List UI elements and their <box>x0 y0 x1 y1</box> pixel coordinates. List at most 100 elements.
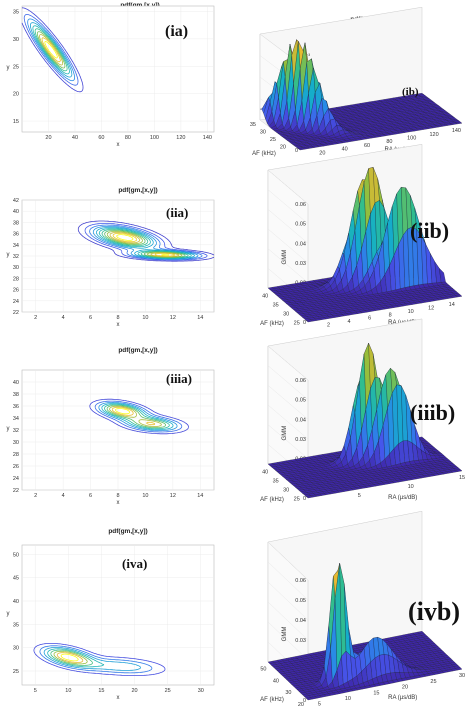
x-tick-label: 4 <box>348 319 351 325</box>
x-tick-label: 10 <box>142 315 148 321</box>
contour-level <box>84 223 208 261</box>
x-tick-label: 25 <box>430 679 436 685</box>
x-tick-label: 6 <box>368 316 371 322</box>
z-tick-label: 0.03 <box>295 437 306 443</box>
y-tick-label: 30 <box>260 130 266 136</box>
contour-level <box>116 234 170 256</box>
y-tick-label: 36 <box>13 232 19 238</box>
y-tick-label: 26 <box>13 288 19 294</box>
y-tick-label: 24 <box>13 299 19 305</box>
panel-tag: (ib) <box>402 86 419 98</box>
y-tick-label: 30 <box>13 440 19 446</box>
x-tick-label: 20 <box>45 135 51 141</box>
y-tick-label: 25 <box>270 137 276 143</box>
x-tick-label: 8 <box>389 312 392 318</box>
contour-level <box>94 400 183 433</box>
x-tick-label: 80 <box>386 139 392 145</box>
y-tick-label: 50 <box>260 666 266 672</box>
z-tick-label: 0.03 <box>295 638 306 644</box>
x-axis-label: x <box>117 500 120 506</box>
x-tick-label: 10 <box>408 484 414 490</box>
contour-level <box>104 229 186 258</box>
x-axis-label: x <box>117 142 120 148</box>
contour-level <box>30 22 73 78</box>
y-axis-label: y <box>7 252 10 258</box>
x-tick-label: 20 <box>402 685 408 691</box>
y-axis-label: AF (kHz) <box>260 497 284 503</box>
y-tick-label: 35 <box>273 303 279 309</box>
y-tick-label: 35 <box>13 9 19 15</box>
y-tick-label: 20 <box>13 92 19 98</box>
y-tick-label: 40 <box>13 599 19 605</box>
surface-mesh <box>267 167 463 323</box>
contour-level <box>98 402 178 432</box>
contour-panel-iia: pdf(gm,[x,y])2 4 6 8 10 12 1422242628303234363… <box>7 187 215 328</box>
x-tick-label: 5 <box>318 702 321 708</box>
contour-level <box>104 404 170 429</box>
x-tick-label: 14 <box>197 315 203 321</box>
x-tick-label: 30 <box>459 673 465 679</box>
chart-title: pdf(gm,[x,y]) <box>118 347 157 354</box>
z-grid-line <box>267 345 309 381</box>
y-axis-label: AF (kHz) <box>260 697 284 703</box>
z-grid-line <box>267 228 309 264</box>
y-tick-label: 25 <box>13 64 19 70</box>
x-tick-label: 40 <box>342 147 348 153</box>
panel-tag: (iib) <box>410 218 449 243</box>
contour-level <box>77 220 215 262</box>
plot-area <box>21 544 215 686</box>
x-tick-label: 2 <box>34 315 37 321</box>
y-tick-label: 22 <box>13 310 19 316</box>
y-tick-label: 36 <box>13 404 19 410</box>
z-grid-line <box>267 601 309 641</box>
y-tick-label: 32 <box>13 254 19 260</box>
y-tick-label: 15 <box>13 119 19 125</box>
z-tick-label: 0.06 <box>295 202 306 208</box>
contour-level <box>44 41 58 59</box>
x-tick-label: 4 <box>62 493 65 499</box>
z-grid-line <box>267 581 309 621</box>
x-tick-label: 12 <box>428 305 434 311</box>
surface-panel-iiib: pdf(gm,[x,y])00.010.020.030.040.050.06GM… <box>260 318 465 503</box>
z-grid-line <box>267 189 309 224</box>
surface-panel-iib: pdf(gm,[x,y])00.010.020.030.040.050.06GM… <box>260 144 463 329</box>
contour-level <box>111 406 156 426</box>
x-axis-label: RA (µs/dB) <box>388 495 417 501</box>
y-tick-label: 26 <box>13 464 19 470</box>
contour-level <box>101 229 189 259</box>
contour-level <box>92 225 199 260</box>
contour-lines <box>33 643 166 676</box>
z-tick-label: 0 <box>295 148 298 154</box>
x-axis-label: x <box>117 322 120 328</box>
x-tick-label: 80 <box>125 135 131 141</box>
x-axis-label: RA (µs/dB) <box>388 695 417 701</box>
contour-level <box>36 31 66 69</box>
z-tick-label: 0 <box>303 496 306 502</box>
x-tick-label: 5 <box>34 688 37 694</box>
y-tick-label: 25 <box>13 669 19 675</box>
x-tick-label: 100 <box>150 135 159 141</box>
y-tick-label: 40 <box>262 294 268 300</box>
x-tick-label: 60 <box>364 143 370 149</box>
contour-level <box>27 18 75 82</box>
x-tick-label: 15 <box>373 690 379 696</box>
z-tick-label: 0.05 <box>295 398 306 404</box>
y-tick-label: 40 <box>262 470 268 476</box>
y-axis-label: y <box>7 611 10 617</box>
contour-lines <box>21 7 84 93</box>
y-tick-label: 40 <box>273 678 279 684</box>
x-axis-label: x <box>117 695 120 701</box>
surface-mesh <box>267 343 463 499</box>
panel-tag: (iiia) <box>166 371 192 386</box>
y-tick-label: 30 <box>13 265 19 271</box>
contour-level <box>101 403 174 430</box>
y-tick-label: 35 <box>250 122 256 128</box>
z-grid-line <box>267 541 309 581</box>
contour-level <box>23 14 79 86</box>
z-axis-label: GMM <box>282 627 288 642</box>
contour-level <box>43 647 141 671</box>
z-grid-line <box>267 169 309 205</box>
y-tick-label: 30 <box>285 690 291 696</box>
contour-level <box>106 405 166 428</box>
